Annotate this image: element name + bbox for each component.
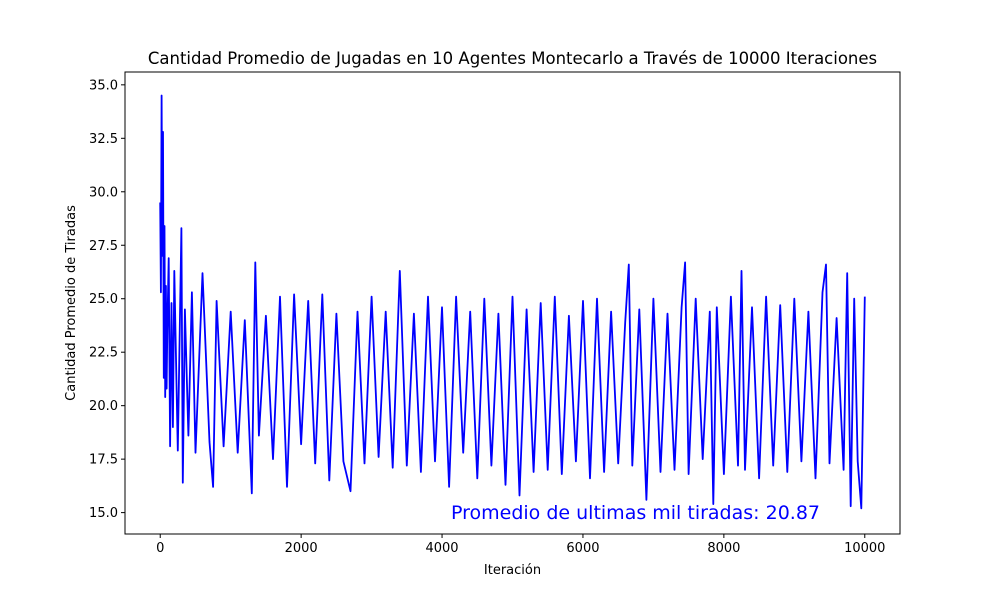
x-tick-label: 10000 — [844, 541, 885, 556]
x-tick-label: 8000 — [707, 541, 740, 556]
y-axis-title: Cantidad Promedio de Tiradas — [64, 205, 79, 401]
x-tick-label: 0 — [156, 541, 164, 556]
y-tick-label: 35.0 — [89, 78, 118, 93]
plot-area — [159, 94, 866, 510]
y-tick-label: 30.0 — [89, 185, 118, 200]
y-tick-label: 17.5 — [89, 453, 118, 468]
chart-annotation: Promedio de ultimas mil tiradas: 20.87 — [451, 502, 820, 524]
y-tick-label: 15.0 — [89, 506, 118, 521]
y-tick-label: 22.5 — [89, 346, 118, 361]
x-axis: 0 2000 4000 6000 8000 10000 — [156, 534, 885, 556]
x-tick-label: 2000 — [285, 541, 318, 556]
y-axis: 15.0 17.5 20.0 22.5 25.0 27.5 30.0 32.5 35.0 — [89, 78, 125, 521]
x-axis-title: Iteración — [484, 563, 541, 578]
y-tick-label: 27.5 — [89, 239, 118, 254]
plot-frame — [124, 71, 901, 535]
y-tick-label: 20.0 — [89, 399, 118, 414]
chart-title: Cantidad Promedio de Jugadas en 10 Agent… — [148, 49, 877, 68]
x-tick-label: 6000 — [566, 541, 599, 556]
x-tick-label: 4000 — [425, 541, 458, 556]
y-tick-label: 25.0 — [89, 292, 118, 307]
series-line-0 — [159, 94, 866, 510]
y-tick-label: 32.5 — [89, 132, 118, 147]
